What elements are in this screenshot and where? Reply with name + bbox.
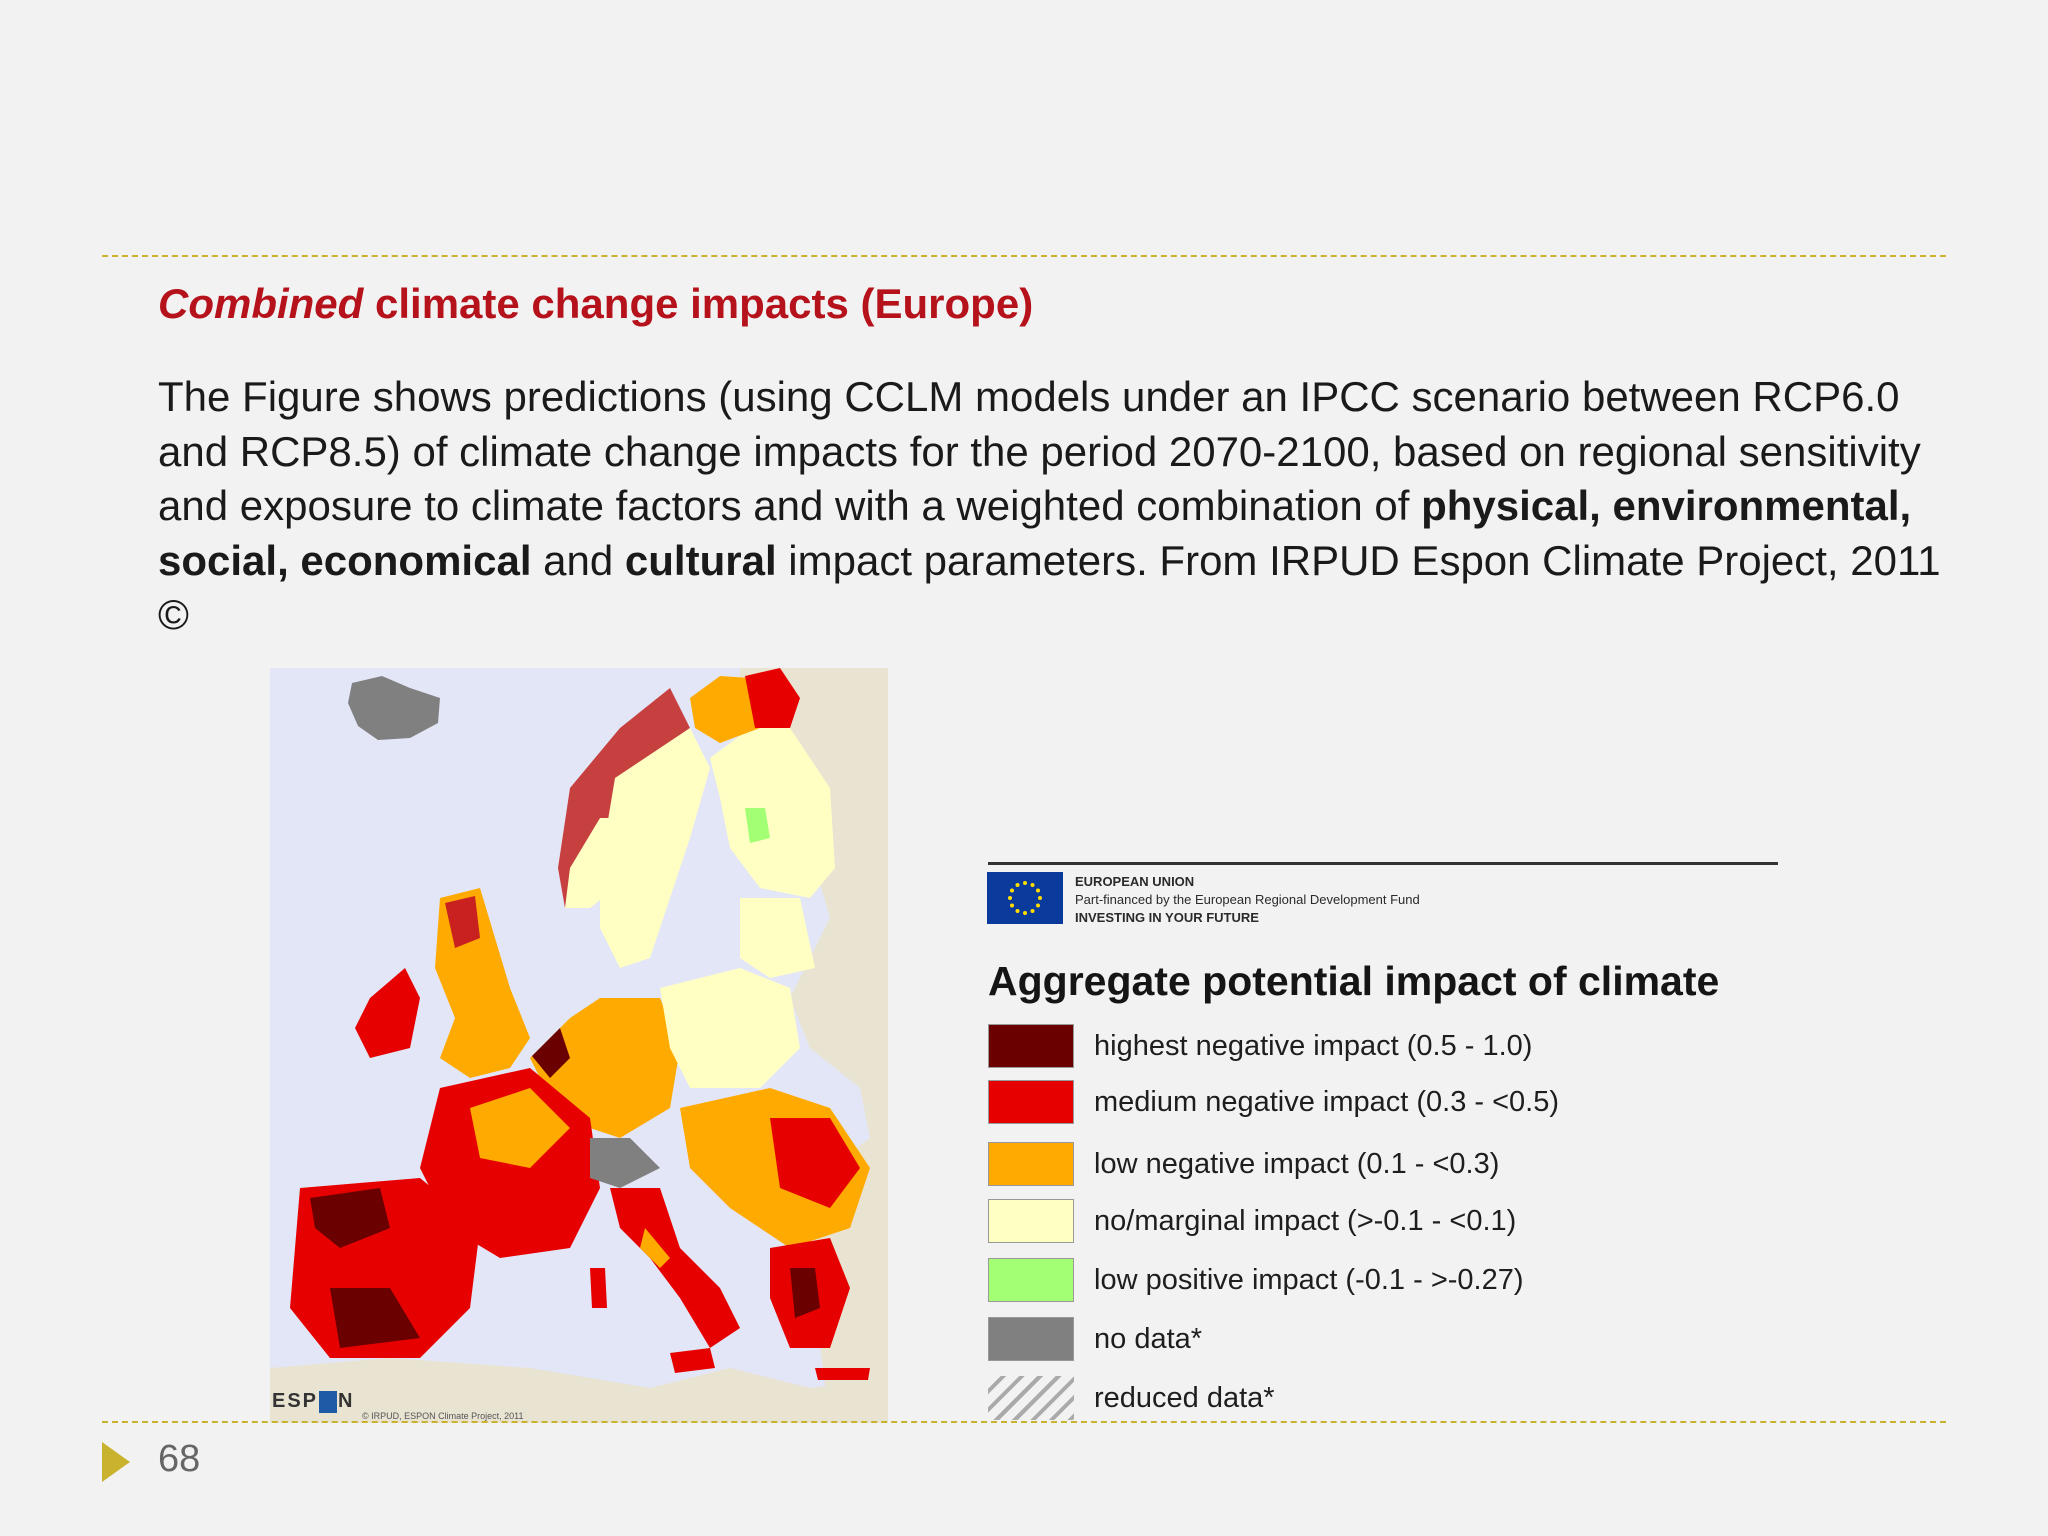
legend-item: reduced data*	[988, 1376, 1768, 1422]
legend-label: highest negative impact (0.5 - 1.0)	[1094, 1030, 1533, 1062]
legend-label: low negative impact (0.1 - <0.3)	[1094, 1148, 1500, 1180]
legend-swatch	[988, 1199, 1074, 1243]
sardinia	[590, 1268, 607, 1308]
legend-item: no data*	[988, 1317, 1768, 1363]
legend-top-line	[988, 862, 1778, 865]
northern-finland	[745, 668, 800, 728]
bottom-divider	[102, 1421, 1946, 1423]
legend-swatch	[988, 1258, 1074, 1302]
ireland	[355, 968, 420, 1058]
legend-title: Aggregate potential impact of climate	[988, 958, 1720, 1004]
body-part1: The Figure shows predictions (using CCLM…	[158, 373, 1921, 529]
poland-baltic	[660, 968, 800, 1088]
sicily	[670, 1348, 715, 1373]
triangle-right-icon	[102, 1442, 130, 1482]
eu-line2: Part-financed by the European Regional D…	[1075, 892, 1420, 907]
land-east	[740, 668, 888, 1423]
body-bold2: cultural	[624, 536, 777, 584]
espon-logo-right: N	[338, 1390, 355, 1412]
map-legend: EUROPEAN UNION Part-financed by the Euro…	[985, 858, 1780, 1428]
eu-line1: EUROPEAN UNION	[1075, 874, 1195, 889]
legend-label: no/marginal impact (>-0.1 - <0.1)	[1094, 1205, 1517, 1237]
body-part2: and	[531, 536, 625, 584]
body-bold1: physical, environmental, social, economi…	[158, 482, 1912, 584]
espon-logo: ESP N	[272, 1390, 355, 1413]
espon-logo-left: ESP	[272, 1390, 319, 1412]
legend-label: medium negative impact (0.3 - <0.5)	[1094, 1086, 1560, 1118]
legend-swatch	[988, 1142, 1074, 1186]
eu-flag-icon	[987, 872, 1063, 924]
legend-item: low negative impact (0.1 - <0.3)	[988, 1142, 1768, 1188]
page-number: 68	[158, 1438, 201, 1480]
alps	[590, 1138, 660, 1188]
finland	[710, 728, 835, 898]
espon-logo-wrap: ESP N	[272, 1390, 354, 1413]
sweden	[600, 728, 710, 968]
eu-line3: INVESTING IN YOUR FUTURE	[1075, 910, 1259, 925]
slide-title: Combined climate change impacts (Europe)	[158, 280, 1033, 328]
body-part3: impact parameters. From IRPUD Espon Clim…	[158, 536, 1941, 639]
legend-label: reduced data*	[1094, 1382, 1275, 1414]
map-credit: © IRPUD, ESPON Climate Project, 2011	[362, 1411, 524, 1421]
legend-swatch	[988, 1317, 1074, 1361]
legend-swatch	[988, 1080, 1074, 1124]
legend-item: no/marginal impact (>-0.1 - <0.1)	[988, 1199, 1768, 1245]
legend-swatch	[988, 1024, 1074, 1068]
italy	[610, 1188, 740, 1348]
europe-impact-map: ESP N © IRPUD, ESPON Climate Project, 201…	[270, 668, 888, 1423]
legend-label: no data*	[1094, 1323, 1203, 1355]
title-emphasis: Combined	[158, 280, 364, 327]
legend-swatch-hatched	[988, 1376, 1074, 1420]
eu-funding-text: EUROPEAN UNION Part-financed by the Euro…	[1075, 873, 1420, 927]
legend-label: low positive impact (-0.1 - >-0.27)	[1094, 1264, 1524, 1296]
cyprus-crete	[815, 1368, 870, 1380]
baltic-states	[740, 898, 815, 978]
lapland	[690, 676, 760, 743]
legend-item: highest negative impact (0.5 - 1.0)	[988, 1024, 1768, 1070]
map-graphic	[270, 668, 888, 1423]
title-rest: climate change impacts (Europe)	[363, 280, 1034, 327]
espon-logo-mark	[319, 1390, 338, 1413]
land-africa	[270, 1358, 888, 1423]
legend-item: low positive impact (-0.1 - >-0.27)	[988, 1258, 1768, 1304]
iceland	[348, 676, 440, 740]
body-paragraph: The Figure shows predictions (using CCLM…	[158, 370, 1948, 643]
top-divider	[102, 255, 1946, 257]
legend-item: medium negative impact (0.3 - <0.5)	[988, 1080, 1768, 1126]
